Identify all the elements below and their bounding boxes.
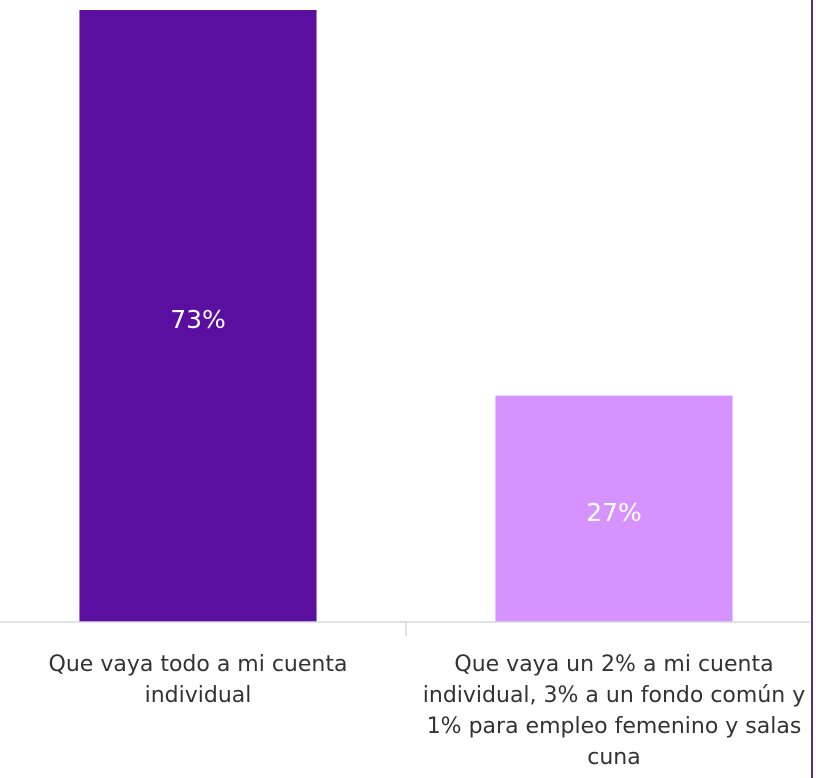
value-label: 27% xyxy=(586,498,642,527)
value-label: 73% xyxy=(170,305,226,334)
bar xyxy=(495,395,733,622)
x-tick-label: Que vaya un 2% a mi cuenta individual, 3… xyxy=(422,652,806,770)
bar xyxy=(79,10,317,622)
x-tick-label: Que vaya todo a mi cuenta individual xyxy=(48,652,348,708)
